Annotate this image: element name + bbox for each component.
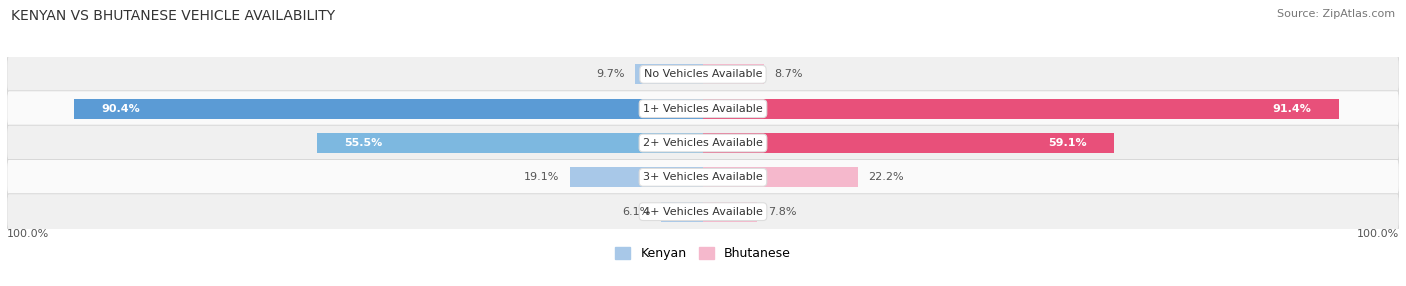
Text: KENYAN VS BHUTANESE VEHICLE AVAILABILITY: KENYAN VS BHUTANESE VEHICLE AVAILABILITY — [11, 9, 336, 23]
Bar — [703, 64, 763, 84]
Bar — [703, 133, 1115, 153]
Text: 2+ Vehicles Available: 2+ Vehicles Available — [643, 138, 763, 148]
Text: 19.1%: 19.1% — [524, 172, 560, 182]
Bar — [569, 167, 703, 187]
Bar — [703, 99, 1339, 119]
Bar — [75, 99, 703, 119]
FancyBboxPatch shape — [7, 194, 1399, 229]
FancyBboxPatch shape — [7, 160, 1399, 195]
Text: No Vehicles Available: No Vehicles Available — [644, 69, 762, 79]
FancyBboxPatch shape — [7, 125, 1399, 161]
FancyBboxPatch shape — [7, 57, 1399, 92]
Text: 90.4%: 90.4% — [101, 104, 141, 114]
FancyBboxPatch shape — [7, 91, 1399, 126]
Bar — [316, 133, 703, 153]
Text: 9.7%: 9.7% — [596, 69, 626, 79]
Text: 55.5%: 55.5% — [344, 138, 382, 148]
Text: Source: ZipAtlas.com: Source: ZipAtlas.com — [1277, 9, 1395, 19]
Bar — [703, 167, 858, 187]
Text: 59.1%: 59.1% — [1047, 138, 1087, 148]
Text: 8.7%: 8.7% — [773, 69, 803, 79]
Bar — [661, 202, 703, 222]
Text: 6.1%: 6.1% — [621, 207, 650, 217]
Text: 100.0%: 100.0% — [7, 229, 49, 239]
Text: 91.4%: 91.4% — [1272, 104, 1312, 114]
Text: 7.8%: 7.8% — [768, 207, 796, 217]
Legend: Kenyan, Bhutanese: Kenyan, Bhutanese — [616, 247, 790, 260]
Text: 22.2%: 22.2% — [868, 172, 904, 182]
Text: 3+ Vehicles Available: 3+ Vehicles Available — [643, 172, 763, 182]
Text: 1+ Vehicles Available: 1+ Vehicles Available — [643, 104, 763, 114]
Bar — [703, 202, 758, 222]
Text: 100.0%: 100.0% — [1357, 229, 1399, 239]
Bar — [636, 64, 703, 84]
Text: 4+ Vehicles Available: 4+ Vehicles Available — [643, 207, 763, 217]
